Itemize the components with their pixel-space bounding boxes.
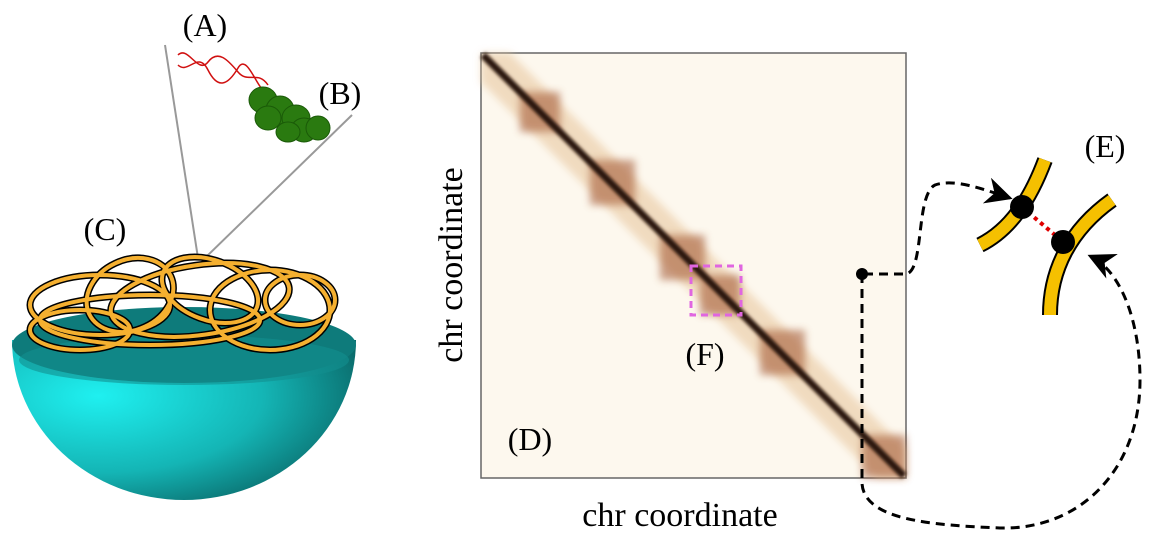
contact-point (856, 268, 868, 280)
chromatin-fragments (976, 157, 1117, 316)
label-e: (E) (1085, 128, 1126, 164)
label-d: (D) (508, 421, 552, 457)
chromatin-tangle (26, 253, 339, 354)
label-b: (B) (319, 75, 362, 111)
y-axis-label: chr coordinate (433, 167, 470, 362)
zoom-cone (164, 44, 353, 259)
label-c: (C) (84, 211, 127, 247)
contact-map (480, 52, 907, 479)
contact-arrows (860, 177, 1142, 530)
x-axis-label: chr coordinate (582, 497, 777, 534)
dna-helix (177, 52, 269, 93)
label-f: (F) (685, 336, 724, 372)
nucleosomes (248, 86, 331, 143)
label-a: (A) (183, 7, 227, 43)
